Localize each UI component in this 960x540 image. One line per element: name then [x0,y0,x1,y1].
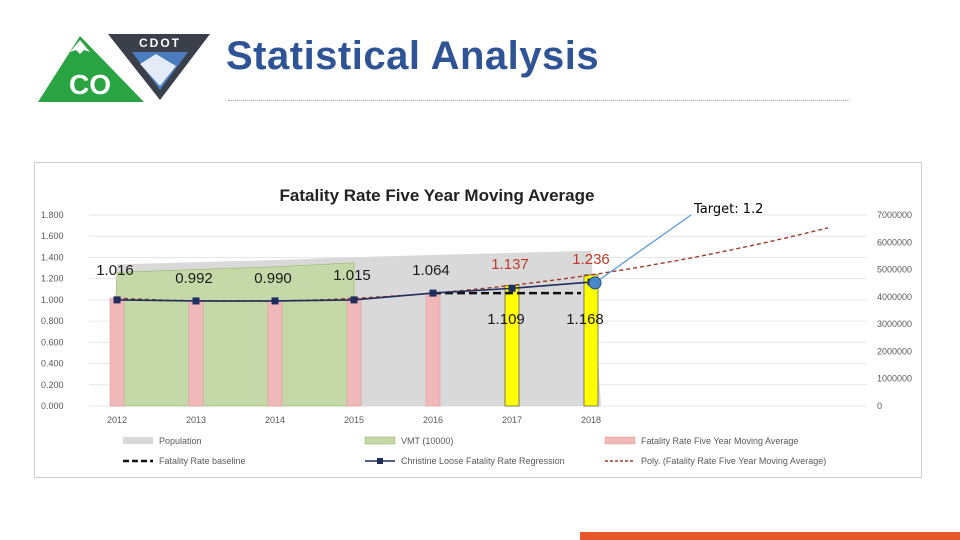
data-label-bottom: 1.109 [487,311,525,328]
right-axis-tick-label: 0 [877,401,882,411]
left-axis-tick-label: 1.400 [41,252,64,262]
right-axis-tick-label: 7000000 [877,210,912,220]
right-axis-tick-label: 3000000 [877,319,912,329]
right-axis-tick-label: 5000000 [877,265,912,275]
poly-trendline [116,227,829,302]
legend-swatch [604,436,636,445]
left-axis-tick-label: 1.000 [41,295,64,305]
legend-label: VMT (10000) [401,436,453,446]
logo-cdot-text: CDOT [139,36,181,50]
right-axis-tick-label: 6000000 [877,237,912,247]
vmt-area [110,262,355,407]
data-label-top: 0.990 [254,270,292,287]
target-marker [588,276,602,290]
x-axis-tick-label: 2013 [186,415,206,425]
page-title: Statistical Analysis [226,34,600,78]
right-axis-tick-label: 4000000 [877,292,912,302]
fatality-rate-chart: Fatality Rate Five Year Moving Average 0.… [41,186,912,466]
logo-mountain-white [70,40,90,54]
left-axis-tick-label: 0.200 [41,380,64,390]
regression-marker [350,296,358,304]
legend-swatch [364,436,396,445]
data-label-top: 0.992 [175,270,213,287]
data-label-top: 1.064 [412,262,450,279]
fatality-bar [583,274,599,407]
right-axis-tick-label: 1000000 [877,374,912,384]
logo-green-triangle [38,36,144,102]
x-axis-tick-label: 2017 [502,415,522,425]
legend-swatch-marker [377,458,383,464]
target-connector-line [594,214,692,284]
regression-marker [429,289,437,297]
cdot-logo: CO CDOT [38,34,210,102]
left-axis-tick-label: 0.400 [41,359,64,369]
data-label-bottom: 1.168 [566,311,604,328]
legend-label: Fatality Rate baseline [159,456,246,466]
fatality-bar [109,297,125,407]
x-axis-tick-label: 2016 [423,415,443,425]
right-axis-tick-label: 2000000 [877,346,912,356]
fatality-bar [188,300,204,407]
left-axis-tick-label: 0.000 [41,401,64,411]
left-axis-tick-label: 1.600 [41,231,64,241]
data-label-top: 1.236 [572,251,610,268]
legend-swatch [123,437,153,444]
regression-marker [508,284,516,292]
x-axis-tick-label: 2014 [265,415,285,425]
x-axis-tick-label: 2015 [344,415,364,425]
logo-co-text: CO [69,69,111,100]
fatality-bar [267,300,283,407]
logo-shield-mountain [140,54,176,86]
regression-marker [192,297,200,305]
left-axis-tick-label: 1.200 [41,274,64,284]
legend-label: Population [159,436,202,446]
title-divider [228,100,850,101]
left-axis-tick-label: 1.800 [41,210,64,220]
left-axis-tick-label: 0.600 [41,337,64,347]
legend-label: Christine Loose Fatality Rate Regression [401,456,565,466]
data-label-top: 1.016 [96,262,134,279]
x-axis-tick-label: 2018 [581,415,601,425]
fatality-bar [346,297,362,407]
regression-marker [113,296,121,304]
left-axis-tick-label: 0.800 [41,316,64,326]
chart-frame: Fatality Rate Five Year Moving Average 0.… [34,162,922,478]
data-label-top: 1.015 [333,267,371,284]
legend-label: Fatality Rate Five Year Moving Average [641,436,798,446]
x-axis-tick-label: 2012 [107,415,127,425]
data-label-top: 1.137 [491,256,529,273]
chart-title: Fatality Rate Five Year Moving Average [280,186,595,205]
accent-bar [580,532,960,540]
legend-label: Poly. (Fatality Rate Five Year Moving Av… [641,456,826,466]
target-annotation: Target: 1.2 [694,202,764,217]
regression-marker [271,297,279,305]
fatality-bar [425,292,441,407]
fatality-bar [504,285,520,407]
